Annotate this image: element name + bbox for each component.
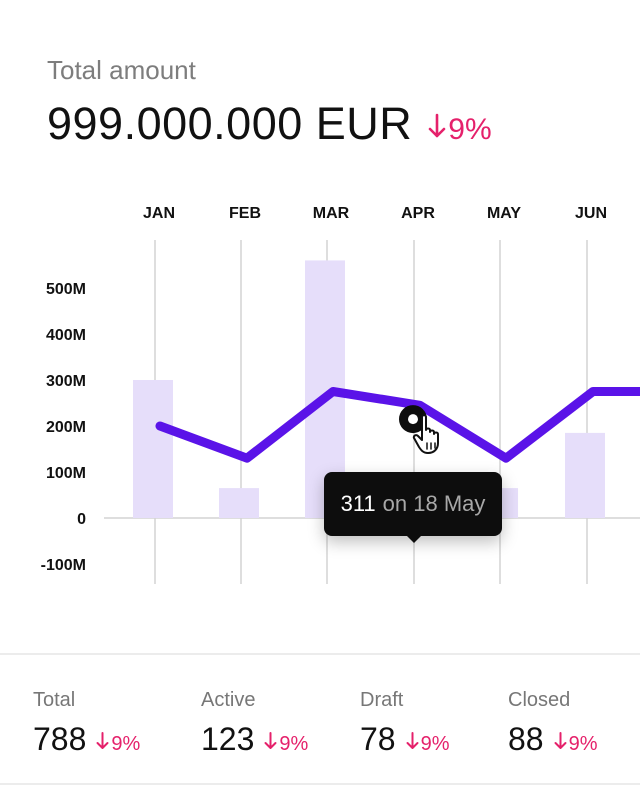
- x-tick-label: APR: [401, 205, 435, 222]
- x-tick-label: MAY: [487, 205, 521, 222]
- stat-delta: 9%: [96, 732, 140, 756]
- stat-total: Total 788 9%: [33, 687, 140, 758]
- stat-delta: 9%: [264, 732, 308, 756]
- tooltip-caret: [405, 534, 423, 543]
- stat-value: 78: [360, 721, 396, 757]
- stat-active: Active 123 9%: [201, 687, 308, 758]
- stat-draft: Draft 78 9%: [360, 687, 450, 758]
- stat-label: Closed: [508, 689, 571, 711]
- y-tick-label: 300M: [46, 373, 86, 390]
- stat-delta: 9%: [554, 732, 598, 756]
- line-bar-chart[interactable]: JAN FEB MAR APR MAY JUN 500M 400M 300M 200M 100M 0 -…: [0, 168, 640, 653]
- stat-value: 788: [33, 721, 87, 757]
- chart-card: JAN FEB MAR APR MAY JUN 500M 400M 300M 200M 100M 0 -…: [0, 168, 640, 655]
- chart-bar: [133, 380, 173, 518]
- stat-label: Active: [201, 689, 256, 711]
- stat-label: Draft: [360, 689, 404, 711]
- series-line: [155, 387, 640, 463]
- total-amount-delta-value: 9%: [448, 113, 492, 146]
- y-tick-label: 100M: [46, 465, 86, 482]
- x-tick-label: FEB: [229, 205, 261, 222]
- highlight-point-center: [408, 414, 418, 425]
- chart-bar: [219, 488, 259, 518]
- stat-value: 88: [508, 721, 544, 757]
- arrow-down-icon: [96, 732, 109, 756]
- x-tick-label: JAN: [143, 205, 175, 222]
- arrow-down-icon: [554, 732, 567, 756]
- tooltip-value: 311: [340, 491, 376, 516]
- arrow-down-icon: [264, 732, 277, 756]
- chart-tooltip: 311 on 18 May: [324, 472, 502, 536]
- chart-bar: [565, 432, 605, 518]
- y-tick-label: 500M: [46, 281, 86, 298]
- stat-delta-value: 9%: [279, 733, 309, 755]
- stats-row: Total 788 9% Active 123 9% Draft 78 9%: [0, 655, 640, 785]
- stat-closed: Closed 88 9%: [508, 687, 598, 758]
- stat-value: 123: [201, 721, 255, 757]
- stat-label: Total: [33, 689, 76, 711]
- x-tick-label: JUN: [575, 205, 607, 222]
- stat-delta: 9%: [406, 732, 450, 756]
- arrow-down-icon: [406, 732, 419, 756]
- total-amount-delta: 9%: [428, 113, 492, 147]
- stat-delta-value: 9%: [420, 733, 450, 755]
- total-amount-value: 999.000.000 EUR: [47, 98, 413, 149]
- x-tick-label: MAR: [313, 205, 350, 222]
- y-tick-label: 0: [77, 511, 86, 528]
- y-tick-label: 400M: [46, 327, 86, 344]
- stat-delta-value: 9%: [111, 733, 141, 755]
- y-tick-label: -100M: [41, 557, 86, 574]
- total-amount-label: Total amount: [47, 55, 196, 85]
- total-amount-row: 999.000.000 EUR 9%: [47, 98, 640, 150]
- stat-delta-value: 9%: [568, 733, 598, 755]
- hand-pointer-icon: [412, 413, 446, 460]
- y-tick-label: 200M: [46, 419, 86, 436]
- arrow-down-icon: [428, 113, 446, 147]
- tooltip-date: on 18 May: [382, 491, 486, 516]
- header: Total amount 999.000.000 EUR 9%: [47, 52, 640, 150]
